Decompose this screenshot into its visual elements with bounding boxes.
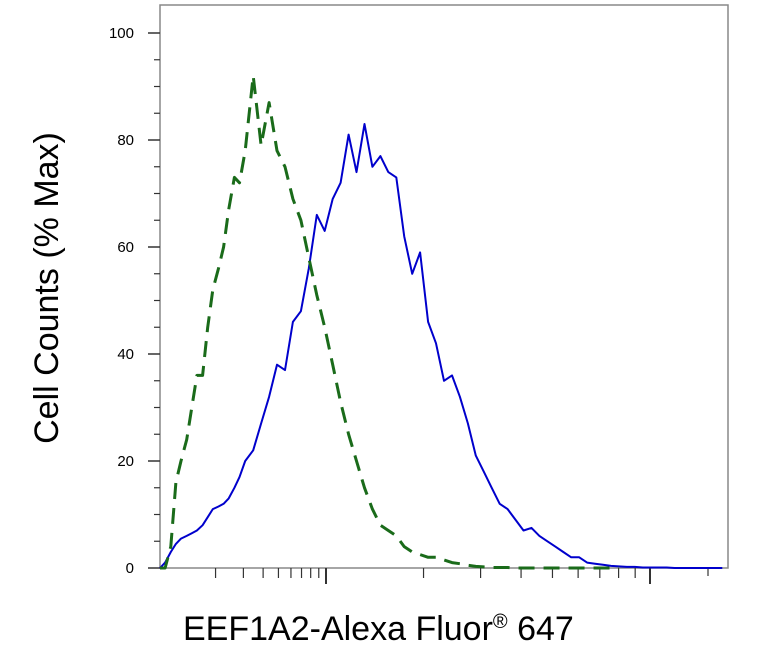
series-layer (159, 74, 723, 570)
series-line-2 (160, 74, 619, 570)
plot-frame (159, 4, 729, 569)
y-axis-title: Cell Counts (% Max) (28, 132, 66, 444)
x-axis-title: EEF1A2-Alexa Fluor® 647 (183, 610, 574, 648)
y-tick-label: 20 (117, 453, 134, 470)
y-tick-label: 40 (117, 346, 134, 363)
x-axis-title-mark: ® (493, 611, 508, 633)
y-axis-ticks: 0 20 40 60 80 100 (109, 25, 160, 577)
y-tick-label: 60 (117, 239, 134, 256)
y-tick-label: 80 (117, 132, 134, 149)
x-axis-ticks (214, 568, 709, 584)
series-line-1 (159, 123, 723, 569)
y-tick-label: 0 (126, 560, 134, 577)
y-tick-label: 100 (109, 25, 134, 42)
x-axis-title-main: EEF1A2-Alexa Fluor (183, 610, 493, 648)
x-axis-title-tail: 647 (508, 610, 574, 648)
